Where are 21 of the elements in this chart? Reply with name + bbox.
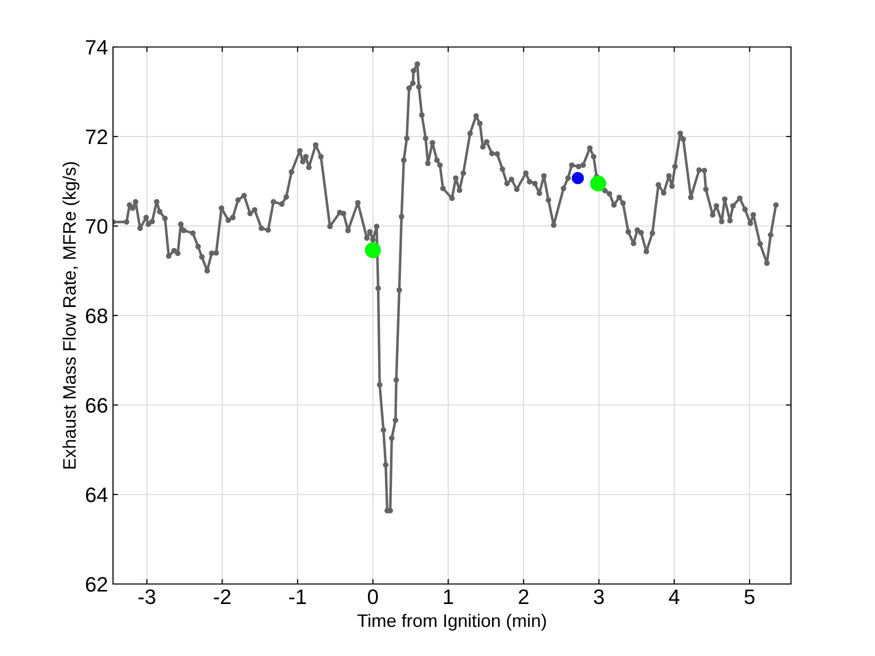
y-tick-label: 74	[86, 40, 108, 55]
x-axis-title: Time from Ignition (min)	[357, 614, 546, 631]
x-tick-label: -3	[138, 589, 156, 604]
x-tick-label: 0	[368, 589, 378, 604]
x-tick-label: 1	[444, 590, 454, 604]
point	[572, 172, 584, 184]
x-tick-label: -1	[289, 590, 306, 604]
x-tick-label: 3	[594, 589, 604, 604]
y-tick-label: 66	[86, 398, 108, 413]
y-tick-label: 62	[86, 577, 108, 592]
x-tick-label: -2	[214, 589, 230, 604]
y-tick-label: 70	[86, 219, 108, 234]
y-tick-label: 72	[86, 130, 108, 144]
x-tick-label: 5	[744, 590, 754, 604]
x-tick-label: 4	[668, 590, 680, 604]
x-tick-label: 2	[518, 589, 528, 604]
y-tick-label: 64	[86, 488, 108, 502]
point	[364, 242, 381, 258]
y-tick-label: 68	[86, 308, 108, 324]
y-axis-title: Exhaust Mass Flow Rate, MFRe (kg/s)	[62, 162, 80, 469]
point	[590, 176, 606, 192]
